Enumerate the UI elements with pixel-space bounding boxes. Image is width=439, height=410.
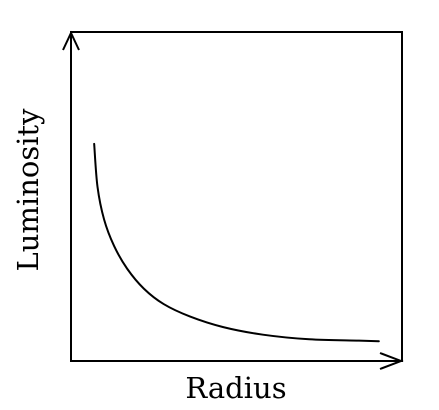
plot-frame (70, 31, 403, 362)
series-line (93, 142, 380, 343)
x-axis-arrowhead-icon (379, 352, 404, 370)
y-axis-arrowhead-icon (62, 30, 80, 51)
x-axis-label: Radius (185, 371, 286, 405)
series-layer (93, 142, 380, 343)
y-axis-label: Luminosity (11, 108, 45, 272)
